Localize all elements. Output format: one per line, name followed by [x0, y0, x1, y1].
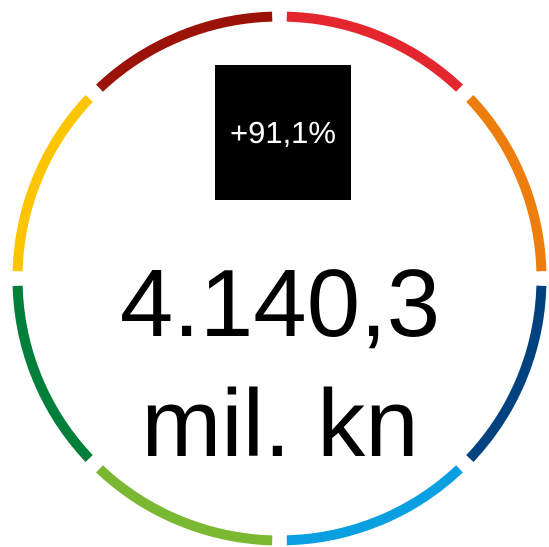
ring-segment: [466, 95, 547, 272]
badge-text: +91,1%: [230, 115, 336, 150]
ring-segment: [96, 11, 273, 92]
badge-box: [215, 65, 351, 200]
ring-segment: [96, 465, 273, 546]
ring-segment: [12, 95, 93, 272]
ring-segment: [466, 285, 547, 462]
ring-segment: [286, 11, 463, 92]
ring: [12, 11, 547, 546]
value-text: 4.140,3: [120, 250, 440, 357]
ring-segment: [12, 285, 93, 462]
unit-text: mil. kn: [141, 370, 418, 477]
ring-segment: [286, 465, 463, 546]
